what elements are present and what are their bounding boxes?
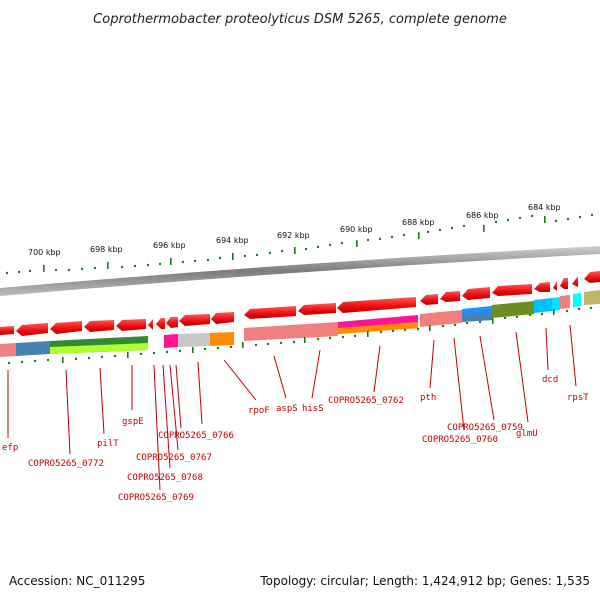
major-tick <box>544 216 546 223</box>
feature-block <box>552 297 560 311</box>
feature-block <box>492 301 534 318</box>
feature-block <box>420 312 440 327</box>
feature-block <box>560 295 570 309</box>
gene-arrow <box>179 314 210 326</box>
feature-block <box>584 290 600 305</box>
major-tick <box>107 262 109 269</box>
major-tick <box>170 258 172 265</box>
gene-arrow <box>560 278 568 289</box>
tick-label: 696 kbp <box>153 241 186 250</box>
gene-arrow <box>572 276 578 287</box>
gene-arrow <box>337 297 416 313</box>
gene-arrow <box>16 323 48 336</box>
tick-label: 686 kbp <box>466 211 499 220</box>
gene-labels: efp COPRO5265_0772 pilT gspE COPRO5265_0… <box>2 375 589 503</box>
feature-block <box>462 312 492 322</box>
gene-label-asps: aspS <box>276 404 298 414</box>
gene-label-glmu: glmU <box>516 429 538 439</box>
major-tick <box>232 253 234 260</box>
gene-label-copro5265-0769: COPRO5265_0769 <box>118 493 194 503</box>
gene-arrow <box>553 281 557 291</box>
gene-arrow <box>0 326 14 335</box>
gene-label-copro5265-0768: COPRO5265_0768 <box>127 473 203 483</box>
tick-label: 698 kbp <box>90 245 123 254</box>
feature-block <box>573 293 581 307</box>
gene-arrow <box>584 271 600 283</box>
feature-block <box>210 332 234 346</box>
major-tick <box>418 232 420 239</box>
genome-stats-text: Topology: circular; Length: 1,424,912 bp… <box>260 574 590 588</box>
tick-label: 692 kbp <box>277 231 310 240</box>
minor-ticks <box>5 213 594 275</box>
inner-ticks <box>7 306 593 365</box>
major-tick <box>483 225 485 232</box>
gene-arrow <box>50 321 82 334</box>
gene-arrow <box>462 287 490 300</box>
gene-label-rpof: rpoF <box>248 406 270 416</box>
gene-label-gspe: gspE <box>122 417 144 427</box>
gene-label-copro5265-0762: COPRO5265_0762 <box>328 396 404 406</box>
feature-block <box>534 298 552 313</box>
feature-block <box>50 343 148 354</box>
gene-label-copro5265-0759: COPRO5265_0759 <box>447 423 523 433</box>
major-tick <box>43 265 45 272</box>
gene-arrows-strand-a <box>0 271 600 336</box>
feature-block <box>244 322 338 341</box>
feature-block <box>164 334 178 348</box>
feature-block <box>440 310 462 325</box>
gene-label-pilt: pilT <box>97 439 119 449</box>
accession-text: Accession: NC_011295 <box>9 574 146 588</box>
gene-arrow <box>440 291 460 302</box>
tick-label: 700 kbp <box>28 248 61 257</box>
gene-label-rpst: rpsT <box>567 393 589 403</box>
gene-label-copro5265-0760: COPRO5265_0760 <box>422 435 498 445</box>
major-tick <box>294 247 296 254</box>
gene-arrow <box>116 319 146 331</box>
genome-backbone <box>0 246 600 296</box>
gene-arrow <box>84 320 114 332</box>
gene-arrow <box>420 294 438 305</box>
gene-arrow <box>244 306 296 319</box>
feature-block <box>338 322 418 334</box>
gene-label-copro5265-0767: COPRO5265_0767 <box>136 453 212 463</box>
major-ticks: 700 kbp 698 kbp 696 kbp 694 kbp 692 kbp … <box>28 203 561 272</box>
feature-block <box>178 333 210 347</box>
feature-blocks <box>0 290 600 357</box>
feature-block <box>16 341 50 356</box>
gene-label-efp: efp <box>2 443 18 453</box>
gene-label-copro5265-0772: COPRO5265_0772 <box>28 459 104 469</box>
gene-label-dcd: dcd <box>542 375 558 385</box>
gene-label-copro5265-0766: COPRO5265_0766 <box>158 431 234 441</box>
major-tick <box>356 240 358 247</box>
tick-label: 688 kbp <box>402 218 435 227</box>
gene-arrow <box>148 319 153 330</box>
gene-arrow <box>211 312 234 324</box>
gene-arrow <box>534 282 550 292</box>
gene-arrow <box>298 303 336 315</box>
map-title: Coprothermobacter proteolyticus DSM 5265… <box>93 12 507 27</box>
gene-label-hiss: hisS <box>302 404 324 414</box>
gene-leader-lines <box>7 324 577 491</box>
tick-label: 694 kbp <box>216 236 249 245</box>
feature-block <box>0 343 16 357</box>
gene-arrow <box>156 318 165 329</box>
gene-arrow <box>166 317 178 328</box>
tick-label: 684 kbp <box>528 203 561 212</box>
tick-label: 690 kbp <box>340 225 373 234</box>
gene-label-pth: pth <box>420 393 436 403</box>
gene-arrow <box>492 284 532 296</box>
